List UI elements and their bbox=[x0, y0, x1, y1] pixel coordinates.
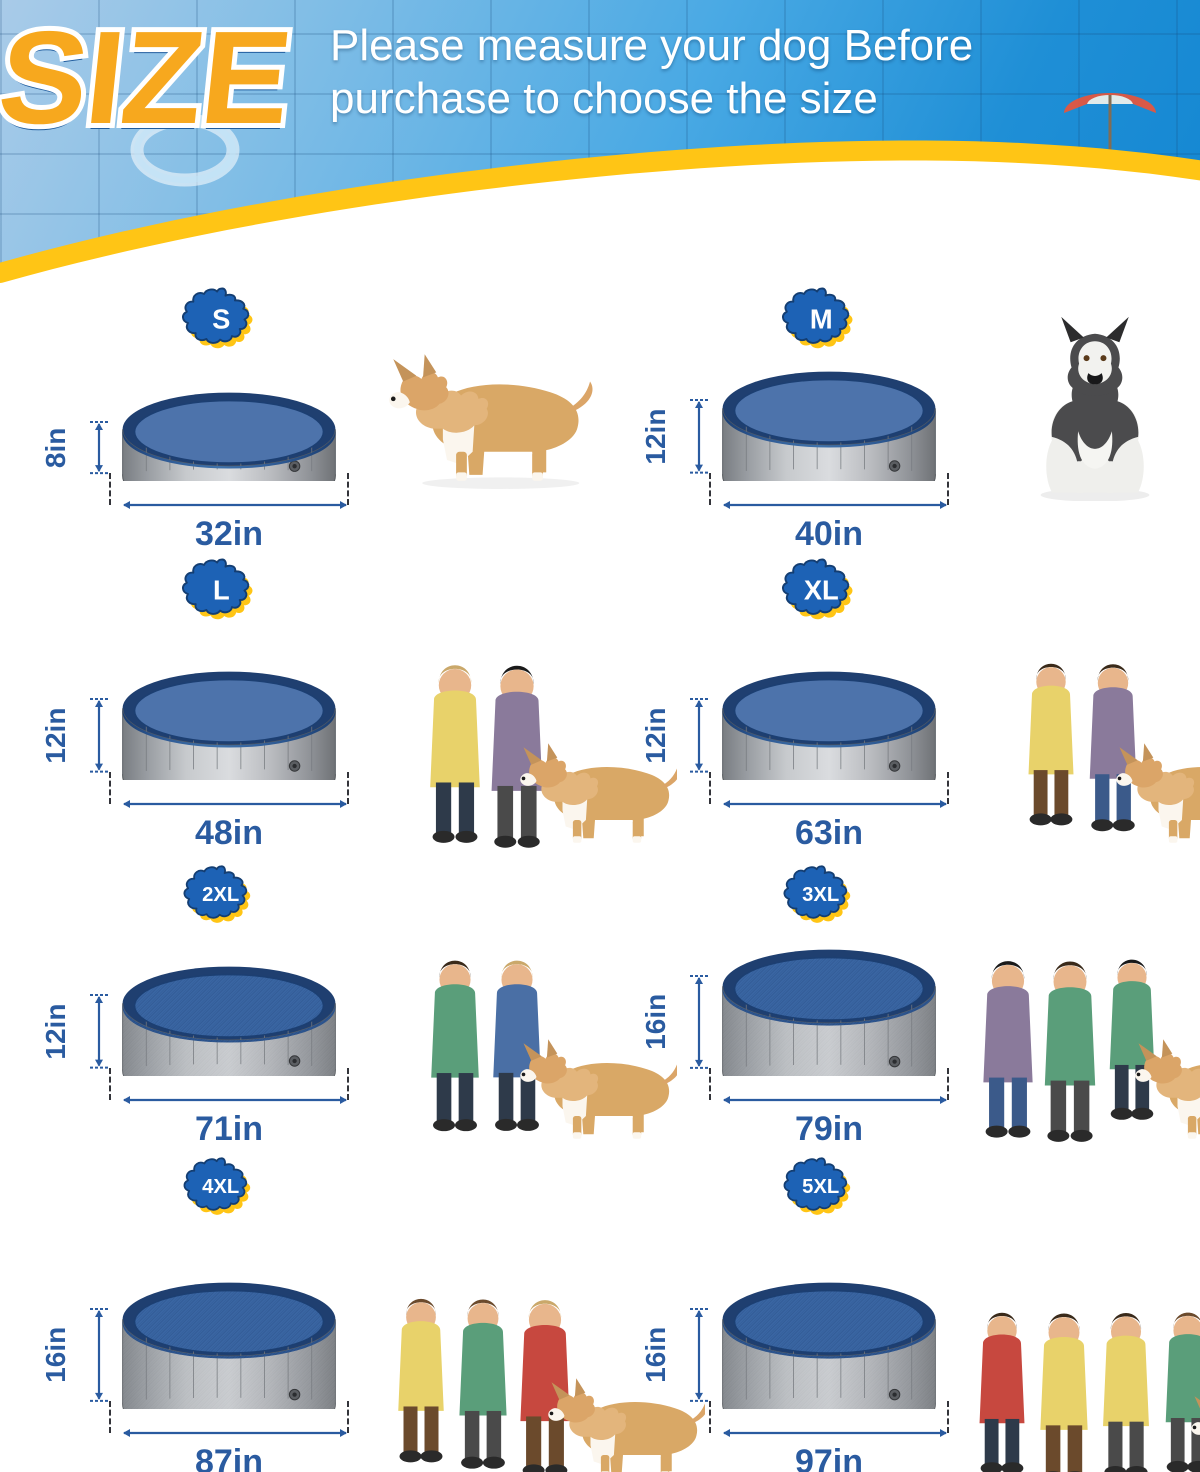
svg-text:L: L bbox=[213, 575, 230, 606]
svg-text:2XL: 2XL bbox=[203, 884, 240, 906]
svg-text:M: M bbox=[810, 304, 833, 335]
svg-text:4XL: 4XL bbox=[203, 1176, 240, 1198]
svg-text:3XL: 3XL bbox=[803, 884, 840, 906]
svg-text:XL: XL bbox=[804, 575, 839, 606]
svg-text:5XL: 5XL bbox=[803, 1176, 840, 1198]
svg-text:S: S bbox=[212, 304, 230, 335]
